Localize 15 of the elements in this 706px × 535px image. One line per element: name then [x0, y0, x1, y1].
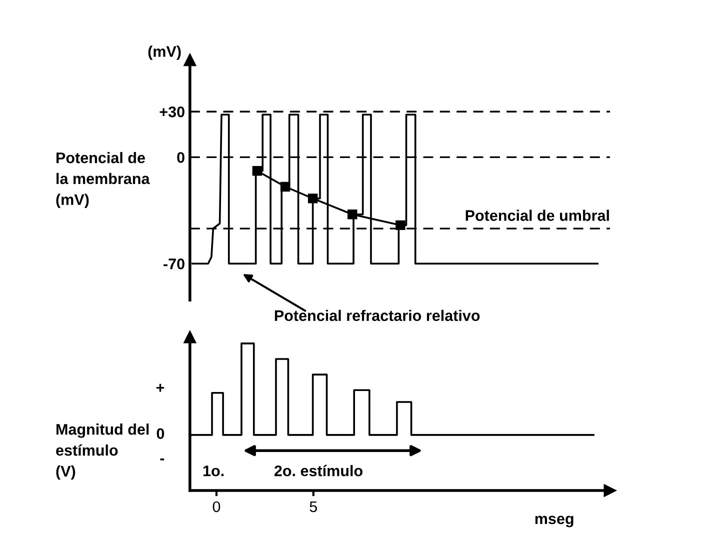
- y-tick-label: +30: [160, 106, 184, 118]
- text: 1o.: [203, 466, 224, 476]
- y-axis-title: Potencial de la membrana (mV): [56, 152, 150, 208]
- text: 2o. estímulo: [274, 464, 362, 476]
- text: (mV): [148, 46, 181, 60]
- text: Potencial refractario relativo: [274, 310, 480, 322]
- x-axis-title: mseg: [535, 516, 574, 528]
- ref-line-label: Potencial de umbral: [466, 210, 609, 221]
- text: -: [160, 458, 164, 460]
- x-tick-label: 5: [310, 501, 318, 512]
- y-tick-label: -70: [164, 258, 184, 270]
- text: 0: [156, 428, 164, 440]
- y-axis-title: Magnitud del estímulo (V): [56, 424, 149, 480]
- y-tick-label: 0: [177, 152, 184, 163]
- text: +: [156, 384, 164, 392]
